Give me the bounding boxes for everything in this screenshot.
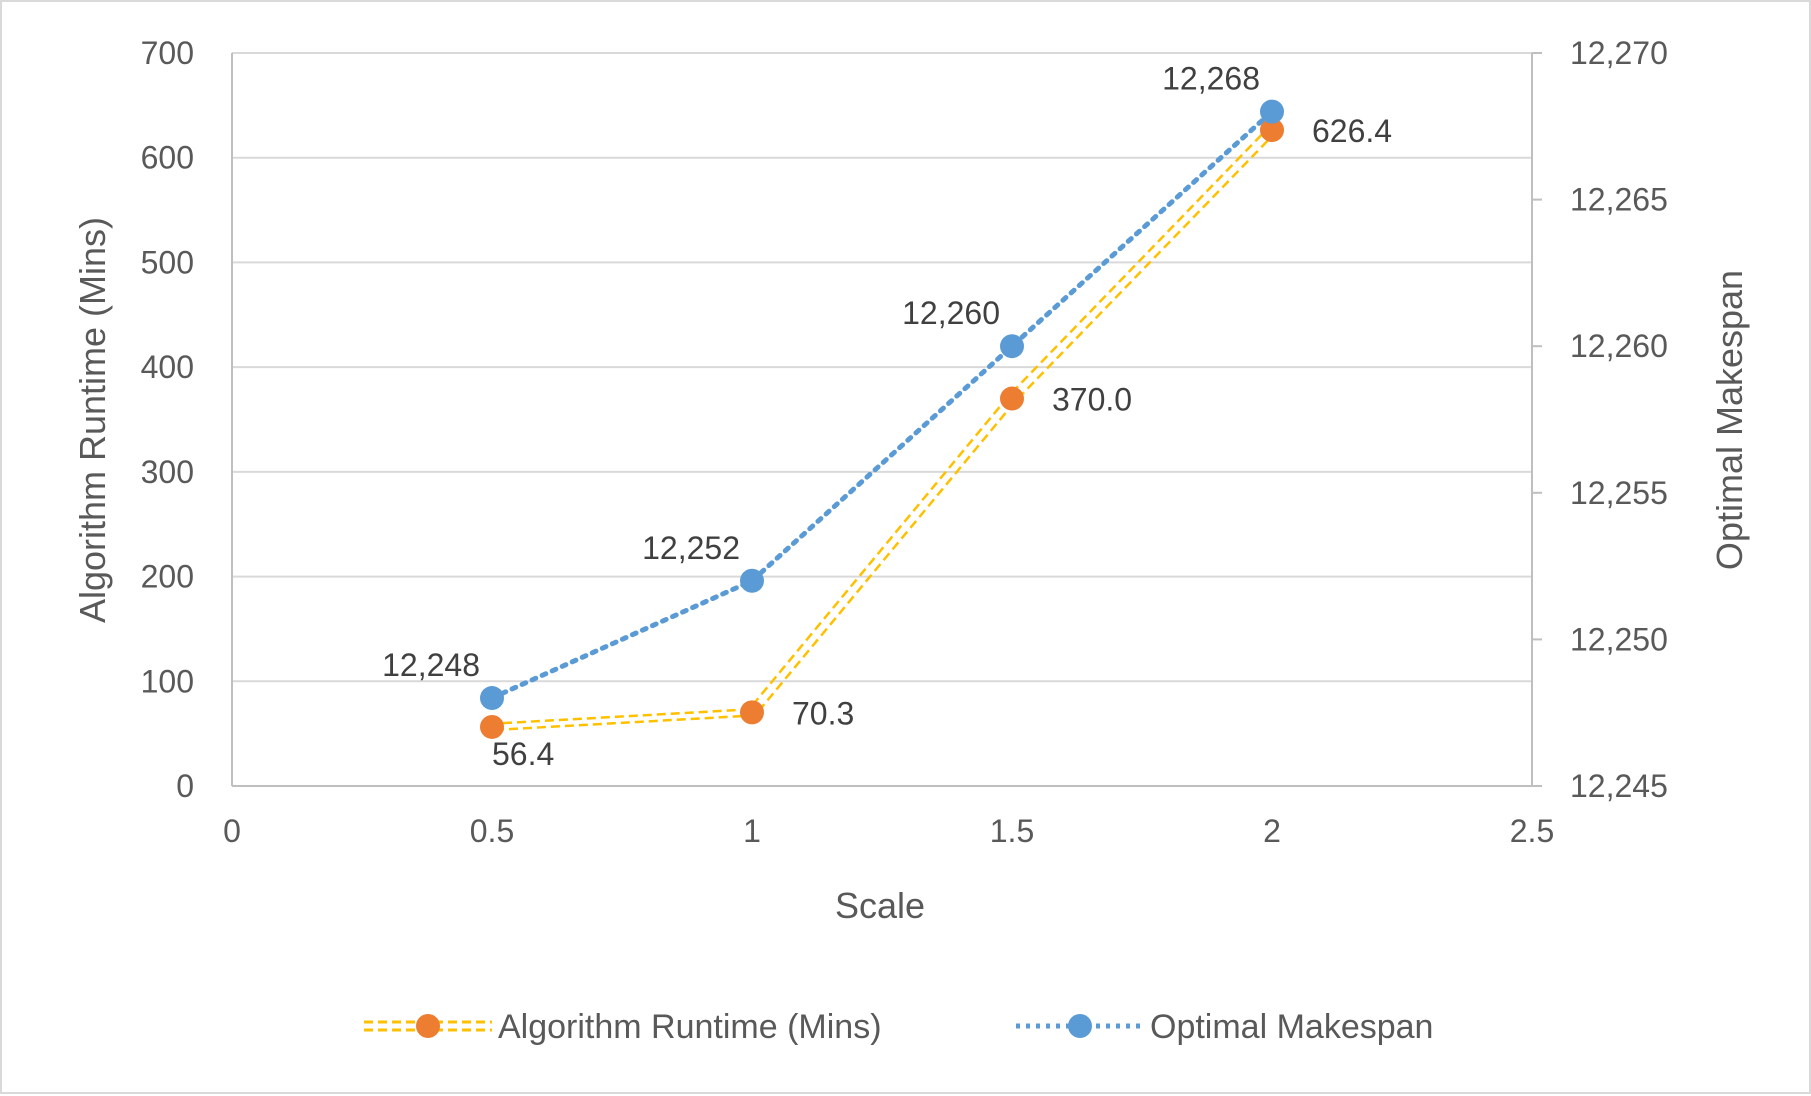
series-line-makespan <box>489 109 1275 701</box>
data-point-makespan <box>740 568 764 593</box>
y-axis-title: Algorithm Runtime (Mins) <box>72 217 113 623</box>
y2-tick-label: 12,260 <box>1570 328 1668 364</box>
data-label-runtime: 370.0 <box>1052 382 1132 418</box>
x-tick-label: 2 <box>1263 813 1281 849</box>
y2-tick-label: 12,255 <box>1570 475 1668 511</box>
data-label-runtime: 70.3 <box>792 695 854 731</box>
legend-item-makespan: Optimal Makespan <box>1016 1008 1433 1046</box>
y2-axis-title: Optimal Makespan <box>1709 270 1750 570</box>
y-tick-label: 700 <box>141 35 194 71</box>
x-axis-title: Scale <box>835 885 925 926</box>
y-tick-label: 200 <box>141 559 194 595</box>
data-label-runtime: 626.4 <box>1312 113 1392 149</box>
y-tick-label: 500 <box>141 244 194 280</box>
x-tick-label: 2.5 <box>1510 813 1554 849</box>
data-point-runtime <box>740 700 764 725</box>
data-point-runtime <box>480 714 504 739</box>
y2-tick-label: 12,245 <box>1570 768 1668 804</box>
legend-makespan-marker <box>1068 1014 1092 1038</box>
x-tick-label: 1.5 <box>990 813 1034 849</box>
y-tick-label: 0 <box>176 768 194 804</box>
legend-makespan-label: Optimal Makespan <box>1150 1008 1433 1046</box>
y-tick-label: 400 <box>141 349 194 385</box>
series-layer <box>480 99 1284 739</box>
data-label-runtime: 56.4 <box>492 736 554 772</box>
x-tick-label: 0 <box>223 813 241 849</box>
y2-tick-label: 12,270 <box>1570 35 1668 71</box>
legend: Algorithm Runtime (Mins) Optimal Makespa… <box>364 1008 1433 1046</box>
grid-layer <box>232 52 1532 683</box>
y2-tick-label: 12,265 <box>1570 182 1668 218</box>
axes-layer: 0 100 200 300 400 500 600 700 12,245 12,250 12,255… <box>141 35 1668 849</box>
legend-runtime-label: Algorithm Runtime (Mins) <box>498 1008 882 1046</box>
legend-runtime-marker <box>416 1014 440 1038</box>
data-label-makespan: 12,248 <box>382 647 480 683</box>
y-tick-label: 600 <box>141 140 194 176</box>
y-tick-label: 300 <box>141 454 194 490</box>
data-label-makespan: 12,252 <box>642 530 740 566</box>
y-tick-label: 100 <box>141 663 194 699</box>
series-line-runtime <box>488 126 1270 726</box>
data-label-makespan: 12,260 <box>902 295 1000 331</box>
data-point-makespan <box>480 686 504 711</box>
data-label-makespan: 12,268 <box>1162 61 1260 97</box>
series-line-runtime <box>494 132 1276 732</box>
data-point-makespan <box>1260 99 1284 124</box>
data-point-runtime <box>1260 118 1284 143</box>
data-point-makespan <box>1000 334 1024 359</box>
label-layer: 56.4 70.3 370.0 626.4 12,248 12,252 12,260 12,2… <box>382 61 1392 772</box>
x-tick-label: 0.5 <box>470 813 514 849</box>
x-tick-label: 1 <box>743 813 761 849</box>
data-point-runtime <box>1000 386 1024 411</box>
y2-tick-label: 12,250 <box>1570 621 1668 657</box>
legend-item-runtime: Algorithm Runtime (Mins) <box>364 1008 882 1046</box>
